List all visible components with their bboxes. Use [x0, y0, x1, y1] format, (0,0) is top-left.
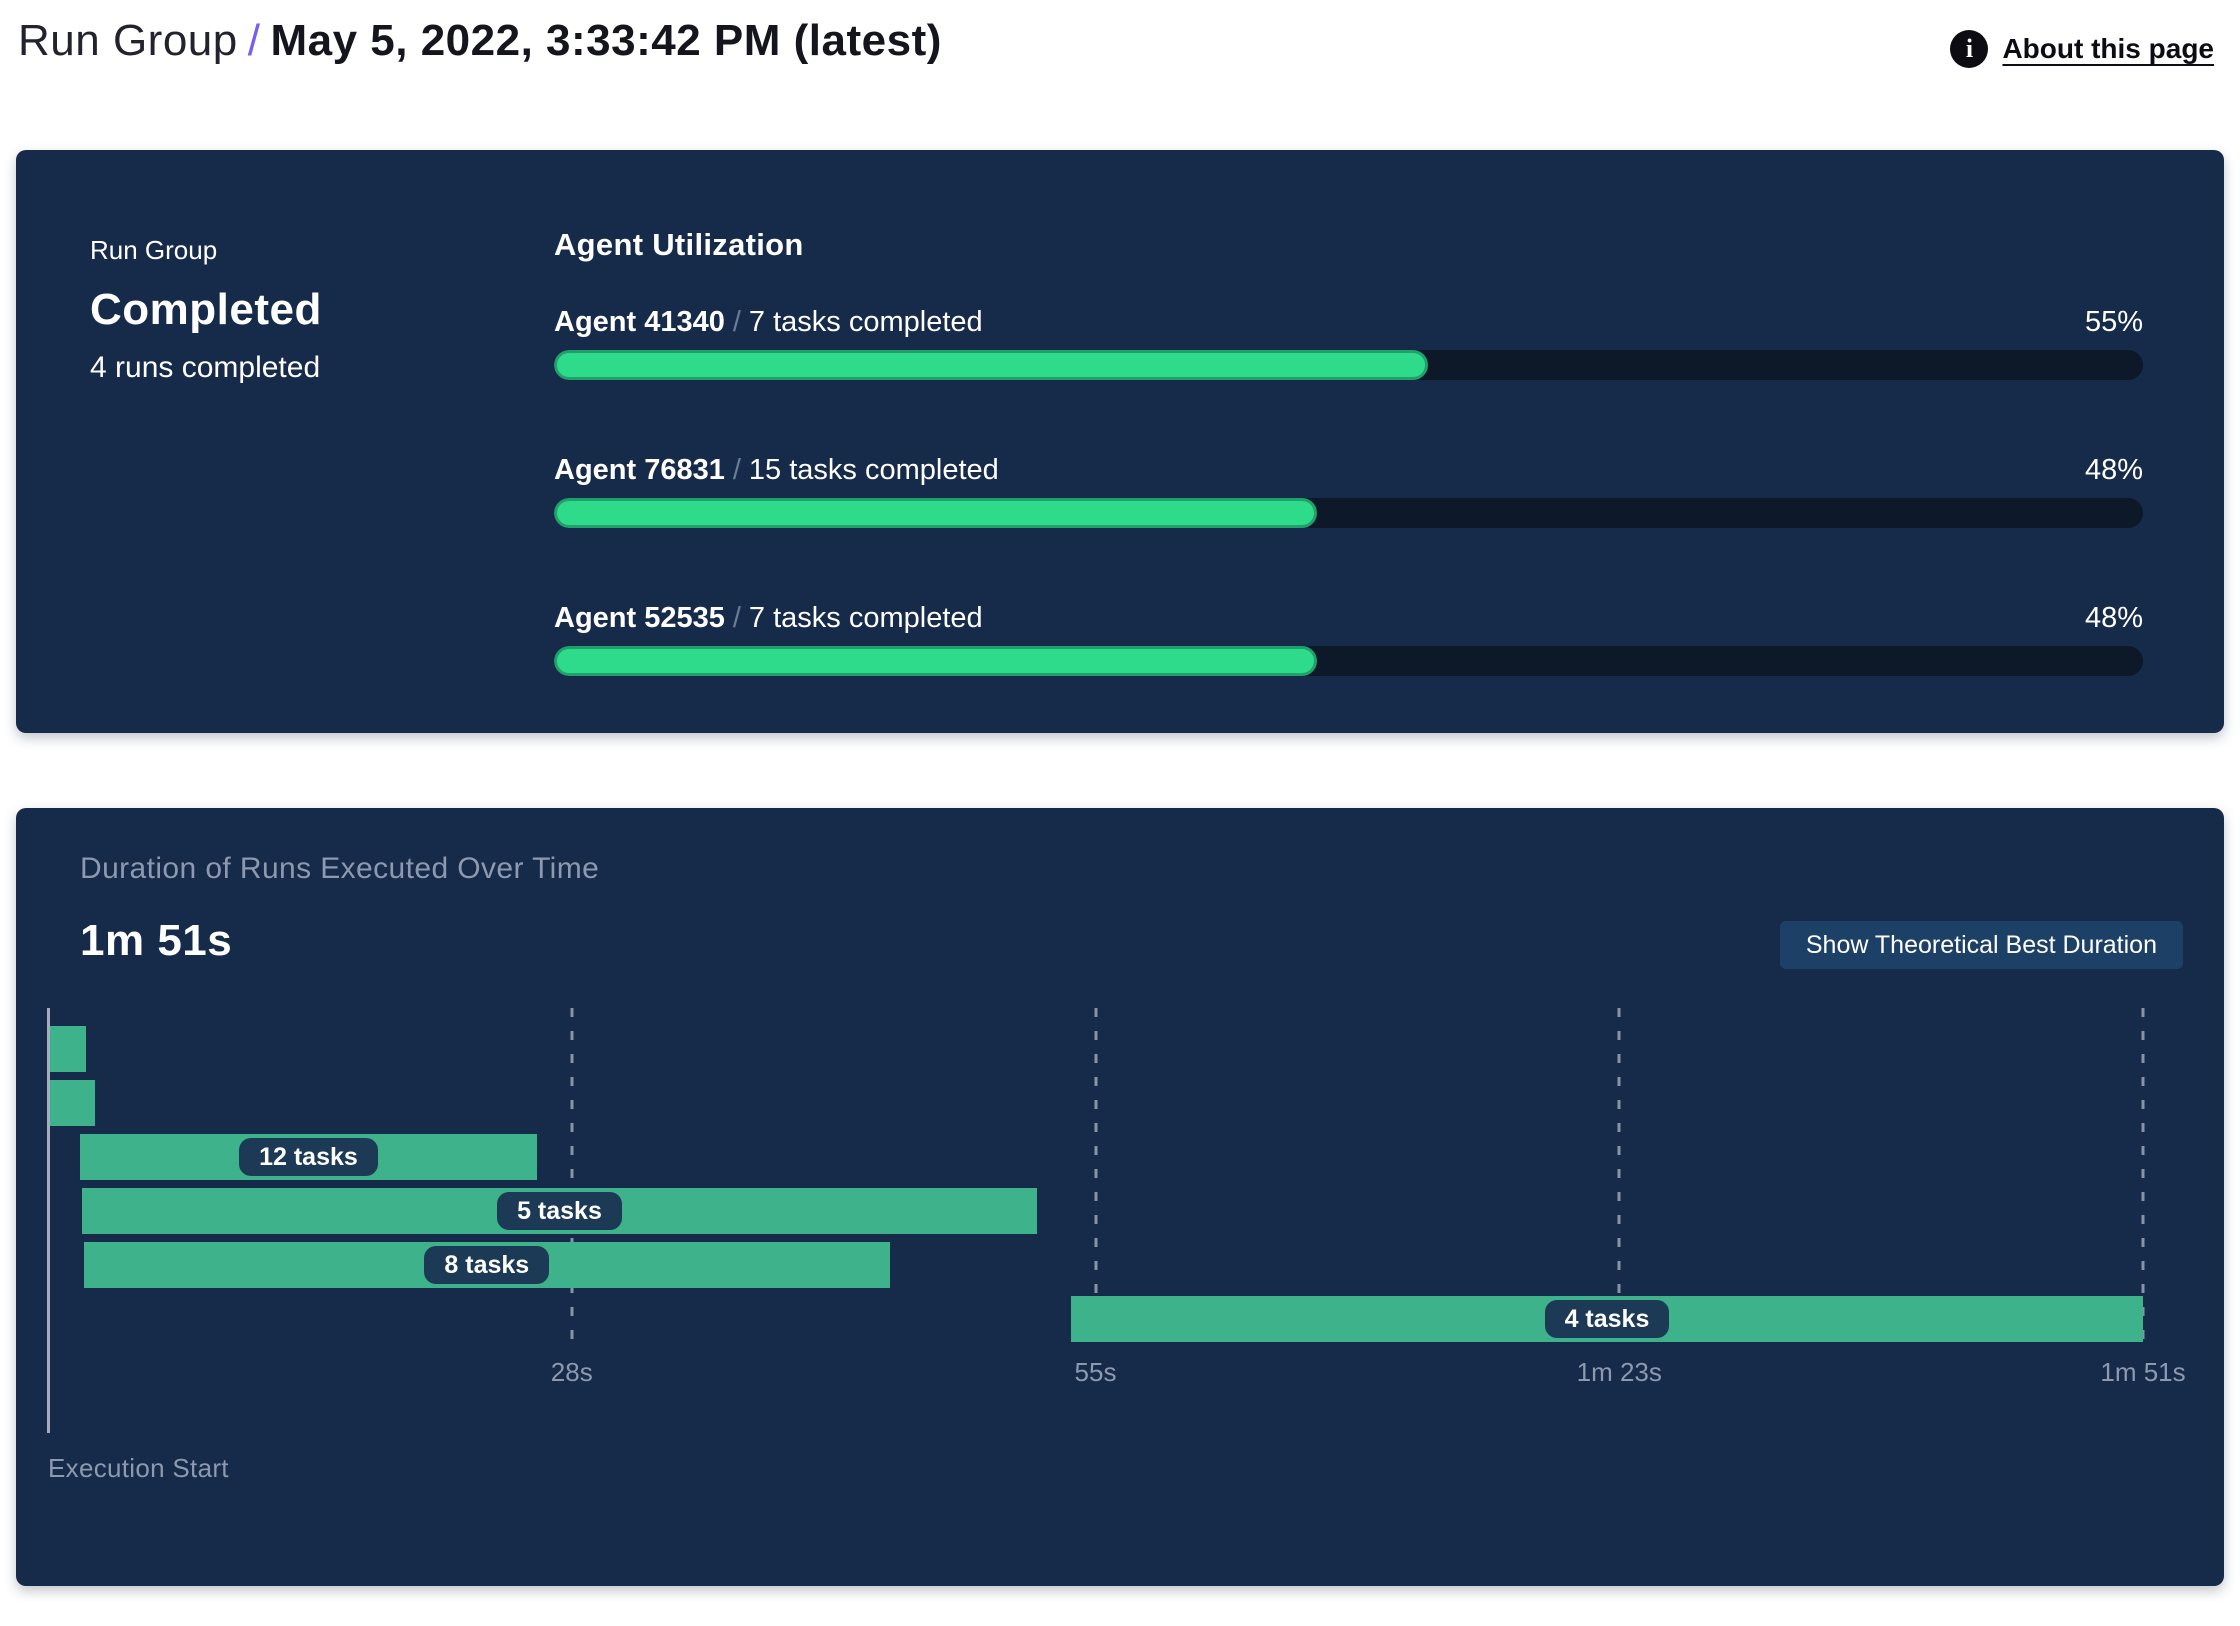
agent-tasks-completed: 15 tasks completed — [748, 454, 999, 486]
execution-start-label: Execution Start — [48, 1453, 229, 1483]
run-group-summary-panel: Run Group Completed 4 runs completed Age… — [16, 150, 2224, 733]
run-duration-bar[interactable]: 12 tasks — [80, 1134, 537, 1180]
page-header: Run Group / May 5, 2022, 3:33:42 PM (lates… — [0, 0, 2240, 68]
agent-row-header: Agent 76831/15 tasks completed 48% — [554, 452, 2143, 488]
run-duration-bar[interactable] — [49, 1026, 86, 1072]
duration-gantt-chart: Execution Start 28s 55s 1m 23s 1m 51s 12 tas… — [47, 1008, 2186, 1528]
about-this-page-link[interactable]: i About this page — [1950, 30, 2214, 68]
time-tick-label: 28s — [550, 1357, 593, 1387]
run-group-label: Run Group — [90, 235, 218, 265]
about-link-label: About this page — [2002, 33, 2214, 64]
agent-utilization-track — [554, 350, 2143, 380]
time-tick-label: 55s — [1074, 1357, 1117, 1387]
agent-name-separator: / — [732, 306, 741, 338]
breadcrumb-section-run-group[interactable]: Run Group — [18, 16, 238, 65]
breadcrumb: Run Group / May 5, 2022, 3:33:42 PM (lates… — [18, 14, 942, 68]
runs-completed-count: 4 runs completed — [90, 351, 321, 384]
agent-utilization-section: Agent Utilization Agent 41340/7 tasks co… — [554, 150, 2224, 733]
total-duration-value: 1m 51s — [80, 916, 233, 965]
agent-utilization-fill — [554, 498, 1317, 528]
agent-row-title: Agent 76831/15 tasks completed — [554, 452, 999, 488]
agent-utilization-heading: Agent Utilization — [554, 227, 804, 262]
duration-panel: Duration of Runs Executed Over Time 1m 5… — [16, 808, 2224, 1586]
agent-tasks-completed: 7 tasks completed — [748, 602, 983, 634]
time-tick-label: 1m 51s — [2100, 1357, 2186, 1387]
duration-chart-title: Duration of Runs Executed Over Time — [80, 852, 600, 885]
agent-row-title: Agent 52535/7 tasks completed — [554, 600, 983, 636]
run-duration-bar[interactable]: 4 tasks — [1070, 1296, 2143, 1342]
agent-row-title: Agent 41340/7 tasks completed — [554, 304, 983, 340]
agent-name: Agent 52535 — [554, 602, 725, 634]
agent-utilization-row: Agent 41340/7 tasks completed 55% — [554, 304, 2143, 380]
time-gridline — [1617, 1008, 1621, 1348]
task-count-pill: 5 tasks — [497, 1192, 622, 1230]
breadcrumb-separator: / — [247, 16, 261, 65]
task-count-pill: 12 tasks — [239, 1138, 378, 1176]
execution-start-axis-line — [47, 1008, 50, 1433]
agent-utilization-percent: 55% — [2084, 306, 2143, 338]
run-duration-bar[interactable]: 8 tasks — [83, 1242, 890, 1288]
time-gridline — [570, 1008, 574, 1348]
run-duration-bar[interactable]: 5 tasks — [81, 1188, 1037, 1234]
agent-utilization-list: Agent 41340/7 tasks completed 55% Agent 76… — [554, 304, 2143, 676]
run-group-status-block: Run Group Completed 4 runs completed — [16, 150, 554, 733]
agent-name-separator: / — [732, 454, 741, 486]
task-count-pill: 8 tasks — [424, 1246, 550, 1284]
agent-row-header: Agent 52535/7 tasks completed 48% — [554, 600, 2143, 636]
agent-utilization-fill — [554, 350, 1428, 380]
agent-utilization-track — [554, 498, 2143, 528]
agent-utilization-track — [554, 646, 2143, 676]
agent-utilization-fill — [554, 646, 1317, 676]
time-gridline — [2141, 1008, 2145, 1348]
agent-tasks-completed: 7 tasks completed — [748, 306, 983, 338]
show-theoretical-best-duration-button[interactable]: Show Theoretical Best Duration — [1779, 921, 2183, 969]
agent-row-header: Agent 41340/7 tasks completed 55% — [554, 304, 2143, 340]
time-gridline — [1094, 1008, 1097, 1348]
agent-utilization-row: Agent 52535/7 tasks completed 48% — [554, 600, 2143, 676]
run-duration-bar[interactable] — [49, 1080, 96, 1126]
task-count-pill: 4 tasks — [1544, 1300, 1670, 1338]
agent-utilization-percent: 48% — [2084, 602, 2143, 634]
run-group-status: Completed — [90, 285, 322, 334]
info-icon: i — [1950, 30, 1989, 68]
agent-utilization-row: Agent 76831/15 tasks completed 48% — [554, 452, 2143, 528]
time-tick-label: 1m 23s — [1576, 1357, 1662, 1387]
agent-utilization-percent: 48% — [2084, 454, 2143, 486]
page-title: May 5, 2022, 3:33:42 PM (latest) — [270, 16, 942, 65]
agent-name: Agent 41340 — [554, 306, 725, 338]
agent-name: Agent 76831 — [554, 454, 725, 486]
agent-name-separator: / — [732, 602, 741, 634]
